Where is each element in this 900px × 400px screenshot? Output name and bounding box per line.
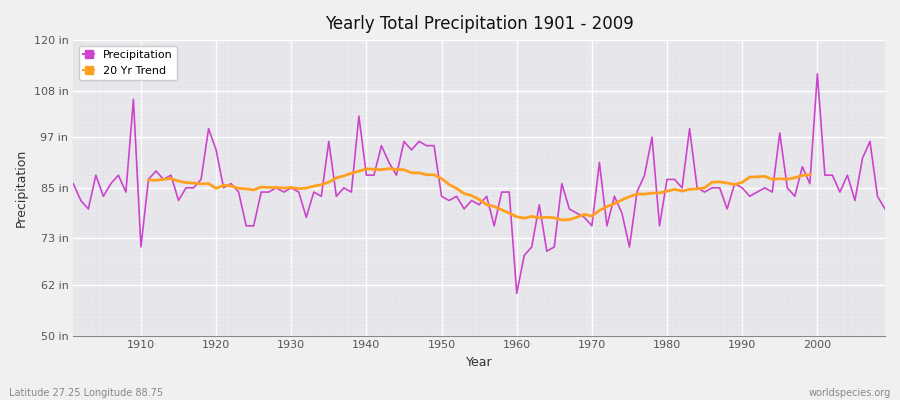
Legend: Precipitation, 20 Yr Trend: Precipitation, 20 Yr Trend <box>79 46 177 80</box>
Y-axis label: Precipitation: Precipitation <box>15 149 28 227</box>
Title: Yearly Total Precipitation 1901 - 2009: Yearly Total Precipitation 1901 - 2009 <box>325 15 634 33</box>
Text: Latitude 27.25 Longitude 88.75: Latitude 27.25 Longitude 88.75 <box>9 388 163 398</box>
Text: worldspecies.org: worldspecies.org <box>809 388 891 398</box>
X-axis label: Year: Year <box>466 356 492 369</box>
